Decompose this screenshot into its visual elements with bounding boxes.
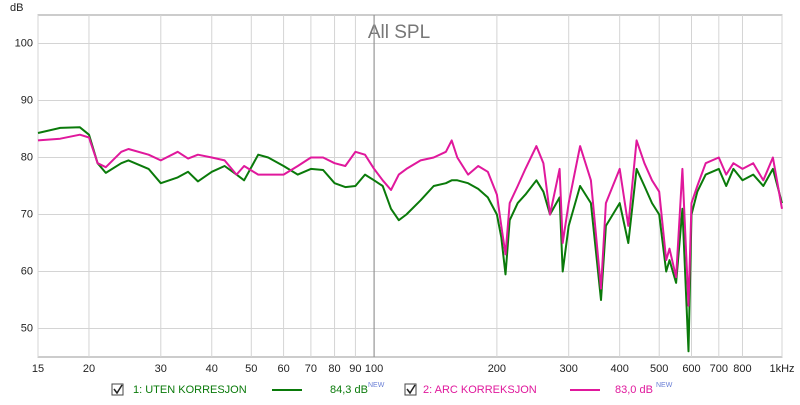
x-tick-label: 700 <box>710 363 728 375</box>
x-tick-label: 30 <box>155 363 167 375</box>
x-tick-label: 40 <box>206 363 218 375</box>
y-tick-label: 60 <box>21 265 33 277</box>
y-tick-label: 90 <box>21 94 33 106</box>
y-tick-label: 80 <box>21 151 33 163</box>
x-tick-label: 15 <box>32 363 44 375</box>
x-tick-label: 90 <box>349 363 361 375</box>
y-tick-label: 100 <box>15 37 33 49</box>
x-tick-label: 80 <box>328 363 340 375</box>
legend-level: 83,0 dB <box>615 384 653 396</box>
plot-area <box>37 14 783 358</box>
x-tick-label: 20 <box>83 363 95 375</box>
x-tick-label: 300 <box>560 363 578 375</box>
checkmark <box>406 384 416 395</box>
x-tick-label: 50 <box>245 363 257 375</box>
y-axis-label: dB <box>10 2 23 14</box>
chart-title: All SPL <box>368 22 430 43</box>
y-tick-label: 50 <box>21 322 33 334</box>
checkmark <box>113 384 123 395</box>
legend-level: 84,3 dB <box>330 384 368 396</box>
legend-label: 2: ARC KORREKSJON <box>423 384 537 396</box>
x-tick-label: 200 <box>488 363 506 375</box>
x-tick-label: 70 <box>305 363 317 375</box>
series-line <box>37 133 783 307</box>
legend-badge: NEW <box>656 382 673 389</box>
y-tick-label: 70 <box>21 208 33 220</box>
x-tick-label: 600 <box>682 363 700 375</box>
checkbox[interactable] <box>404 383 417 396</box>
legend-label: 1: UTEN KORRESJON <box>133 384 247 396</box>
x-tick-label: 400 <box>610 363 628 375</box>
x-tick-label: 800 <box>733 363 751 375</box>
x-tick-label: 60 <box>277 363 289 375</box>
x-tick-label: 1kHz <box>769 363 794 375</box>
legend-badge: NEW <box>368 382 385 389</box>
x-tick-label: 500 <box>650 363 668 375</box>
checkbox[interactable] <box>111 383 124 396</box>
x-tick-label: 100 <box>365 363 383 375</box>
